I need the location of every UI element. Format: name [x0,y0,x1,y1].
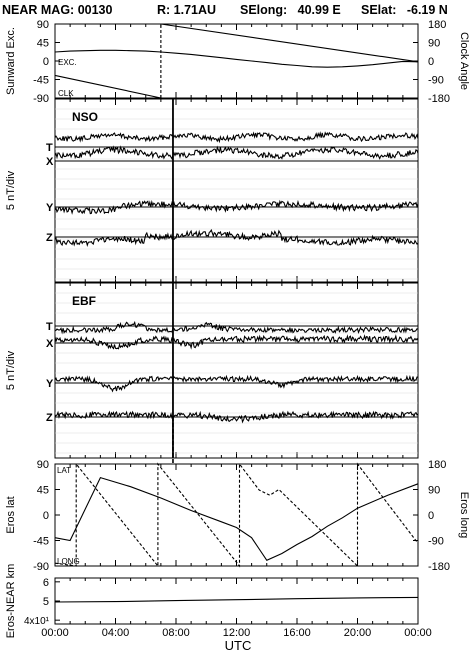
sunward-left-tick-label: -45 [33,75,49,87]
range-tick-label: 6 [43,577,49,589]
series-clk-line [54,74,162,99]
eros-left-tick-label: -90 [33,561,49,573]
panel-eros-frame [54,463,419,567]
sunward-right-tick-label: 0 [428,56,434,68]
panel_nso-component-label-x: X [46,156,54,168]
series-lat-label: LAT [57,466,71,475]
x-tick-label: 04:00 [102,627,130,639]
panel_nso-component-label-z: Z [46,232,53,244]
panel_nso-component-label-y: Y [46,202,54,214]
clock-angle-ylabel-right: Clock Angle [458,32,470,90]
x-axis-label: UTC [225,638,252,653]
panel_ebf-ylabel: 5 nT/div [5,350,17,390]
eros-left-tick-label: 0 [43,510,49,522]
panel_nso-trace-z [54,228,419,247]
sunward-left-tick-label: 45 [37,38,49,50]
panel_nso-component-label-t: T [46,142,53,154]
panel_ebf-trace-y [54,374,418,393]
title-range: R: 1.71AU [157,3,216,17]
sunward-ylabel-left: Sunward Exc. [5,27,17,95]
series-eros-long-line [54,462,419,568]
panel_ebf-trace-x [54,334,419,350]
title-selat: SElat: -6.19 N [361,3,448,17]
panel_ebf-trace-t [54,320,419,335]
panel_ebf-frame [54,282,419,459]
series-eros-lat-line [54,476,419,561]
panel_nso-trace-y [54,199,419,215]
panel_nso-frame [54,98,419,283]
panel_ebf-component-label-t: T [46,321,53,333]
series-range-line [54,596,419,603]
eros-right-tick-label: 0 [428,510,434,522]
eros-ylabel-right: Eros long [458,492,470,538]
panel_ebf-component-label-y: Y [46,378,54,390]
eros-right-tick-label: -90 [428,536,444,548]
series-exc-line [54,49,419,68]
eros-left-tick-label: 90 [37,459,49,471]
eros-left-tick-label: 45 [37,485,49,497]
range-ylabel: Eros-NEAR km [5,564,17,639]
x-tick-label: 16:00 [283,627,311,639]
eros-right-tick-label: -180 [428,561,450,573]
sunward-left-tick-label: -90 [33,93,49,105]
series-clk-line [160,23,419,63]
sunward-right-tick-label: -180 [428,93,450,105]
panel_ebf-component-label-x: X [46,338,54,350]
range-tick-label: 4x10¹ [24,616,50,627]
sunward-left-tick-label: 90 [37,19,49,31]
eros-right-tick-label: 180 [428,459,446,471]
sunward-right-tick-label: 90 [428,38,440,50]
title-selong: SElong: 40.99 E [240,3,341,17]
panel_ebf-title: EBF [72,294,96,308]
title-mission: NEAR MAG: 00130 [2,3,112,17]
eros-right-tick-label: 90 [428,485,440,497]
eros-left-tick-label: -45 [33,536,49,548]
panel-range-frame [54,577,419,625]
x-tick-label: 12:00 [223,627,251,639]
panel_nso-title: NSO [72,110,98,124]
series-long-label: LONG [57,557,80,566]
sunward-right-tick-label: 180 [428,19,446,31]
x-tick-label: 08:00 [162,627,190,639]
series-exc-label: EXC. [58,58,77,67]
x-tick-label: 20:00 [344,627,372,639]
eros-ylabel-left: Eros lat [5,496,17,533]
panel_nso-trace-t [54,131,419,144]
panel_ebf-trace-z [54,410,419,424]
x-tick-label: 00:00 [404,627,432,639]
range-tick-label: 5 [43,596,49,608]
panel_nso-ylabel: 5 nT/div [5,170,17,210]
panel_nso-trace-x [54,145,419,161]
series-clk-label: CLK [58,89,74,98]
sunward-left-tick-label: 0 [43,56,49,68]
sunward-right-tick-label: -90 [428,75,444,87]
x-tick-label: 00:00 [41,627,69,639]
panel_ebf-component-label-z: Z [46,412,53,424]
